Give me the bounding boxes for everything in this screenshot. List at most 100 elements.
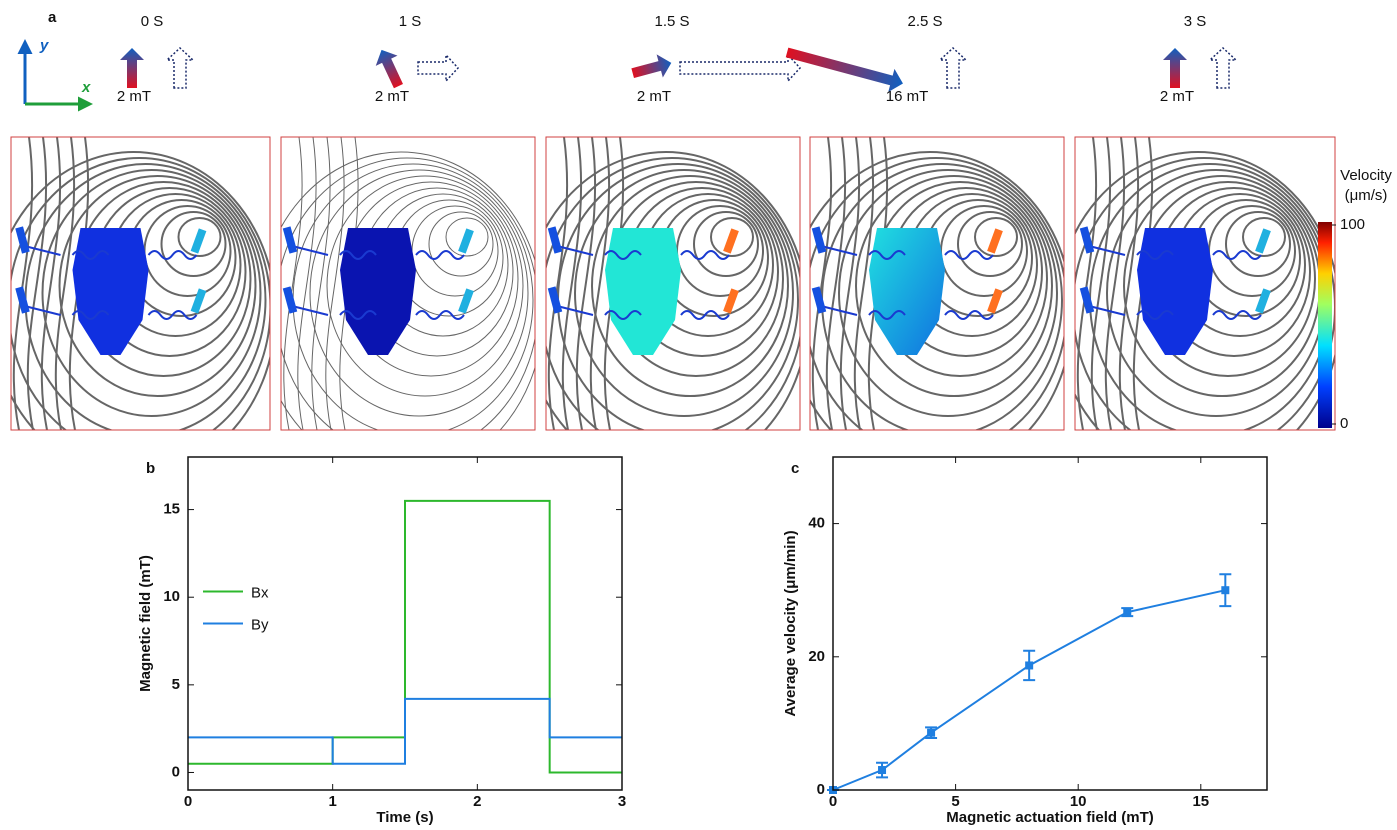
panel-label: b	[146, 460, 155, 477]
y-axis-title: Average velocity (μm/min)	[782, 530, 799, 716]
flagellum-tip	[547, 286, 563, 314]
point	[1221, 586, 1230, 595]
field-arrow-shape	[631, 54, 672, 79]
point	[1025, 661, 1034, 670]
x-tick-label: 2	[473, 793, 481, 810]
field-arrow-shape	[375, 49, 403, 89]
frame-content	[1075, 137, 1335, 430]
legend-label: By	[251, 616, 269, 633]
series-line	[832, 589, 1226, 791]
panel-label: c	[791, 460, 799, 477]
y-axis-title: Magnetic field (mT)	[137, 555, 154, 692]
legend-label: Bx	[251, 584, 269, 601]
x-axis-title: Time (s)	[376, 809, 433, 826]
flagellum	[415, 310, 465, 320]
flagellum	[680, 250, 730, 260]
flow-arrow-outline	[679, 53, 802, 83]
y-tick-label: 5	[172, 676, 180, 693]
point	[1123, 608, 1132, 617]
flagellum-tip	[1255, 288, 1271, 314]
frame-border	[809, 136, 1065, 431]
streamline	[1090, 137, 1112, 430]
point	[878, 766, 887, 775]
y-tick-label: 0	[172, 763, 180, 780]
x-tick-label: 10	[1070, 793, 1087, 810]
plot-frame	[832, 456, 1268, 791]
flow-arrow	[679, 53, 802, 83]
flagellum-tip	[190, 228, 207, 254]
streamline	[428, 211, 494, 277]
flow-arrow	[938, 46, 968, 89]
streamline	[1075, 157, 1335, 430]
field-arrow-shape	[785, 47, 903, 93]
x-tick-label: 1	[328, 793, 336, 810]
x-tick-label: 15	[1192, 793, 1209, 810]
streamline	[41, 169, 262, 417]
streamline	[281, 151, 535, 430]
colorbar-title: (μm/s)	[1345, 187, 1388, 204]
streamline	[589, 137, 611, 430]
streamline	[283, 137, 303, 430]
frame-content	[11, 137, 270, 430]
flagellum-tip	[1079, 286, 1095, 314]
series-line	[188, 697, 622, 765]
flagellum-tip	[723, 228, 739, 254]
streamline	[574, 169, 794, 417]
plot-frame	[187, 456, 623, 791]
flagellum	[680, 310, 730, 320]
streamline	[160, 211, 227, 277]
flow-arrow-outline	[417, 53, 460, 83]
x-tick-label: 3	[618, 793, 626, 810]
frame-time: 2.5 S	[907, 13, 942, 30]
flow-arrow-outline	[938, 46, 968, 89]
field-arrow	[375, 49, 403, 89]
streamline	[838, 169, 1058, 417]
frame-border	[10, 136, 271, 431]
streamline	[311, 137, 331, 430]
streamline	[853, 137, 875, 430]
frame-border	[1074, 136, 1336, 431]
field-arrow	[1163, 48, 1187, 88]
flow-arrow	[1208, 46, 1238, 89]
field-arrow-shape	[120, 48, 144, 88]
flagellum-tip	[282, 226, 298, 254]
panel-label: a	[48, 9, 57, 26]
streamline	[810, 157, 1064, 430]
streamline	[1104, 137, 1126, 430]
flagellum-tip	[15, 226, 30, 254]
streamline	[575, 137, 597, 430]
streamline	[839, 137, 861, 430]
streamline	[11, 157, 270, 430]
field-strength: 2 mT	[375, 88, 409, 105]
y-tick-label: 0	[817, 781, 825, 798]
flagellum	[944, 310, 994, 320]
streamline	[1242, 217, 1286, 257]
field-strength: 16 mT	[886, 88, 929, 105]
flagellum	[944, 250, 994, 260]
frame-time: 0 S	[141, 13, 164, 30]
colorbar-tick-label: 0	[1340, 415, 1348, 432]
field-strength: 2 mT	[117, 88, 151, 105]
frame-content	[546, 137, 800, 430]
flagellum-tip	[1079, 226, 1095, 254]
frame-time: 1 S	[399, 13, 422, 30]
streamline	[326, 175, 524, 397]
streamline	[1118, 137, 1140, 430]
flagellum-tip	[1255, 228, 1271, 254]
flagellum-tip	[987, 288, 1003, 314]
streamline	[974, 217, 1018, 257]
y-axis-letter: y	[39, 37, 49, 54]
flow-arrow-outline	[165, 46, 195, 89]
field-strength: 2 mT	[637, 88, 671, 105]
streamline	[11, 151, 270, 430]
streamline	[561, 137, 583, 430]
streamline	[855, 175, 1053, 397]
streamline	[547, 137, 569, 430]
streamline	[40, 137, 62, 430]
flow-arrow	[417, 53, 460, 83]
field-arrow	[785, 47, 903, 93]
streamline	[26, 137, 48, 430]
streamline	[1225, 211, 1291, 277]
y-tick-label: 10	[163, 588, 180, 605]
